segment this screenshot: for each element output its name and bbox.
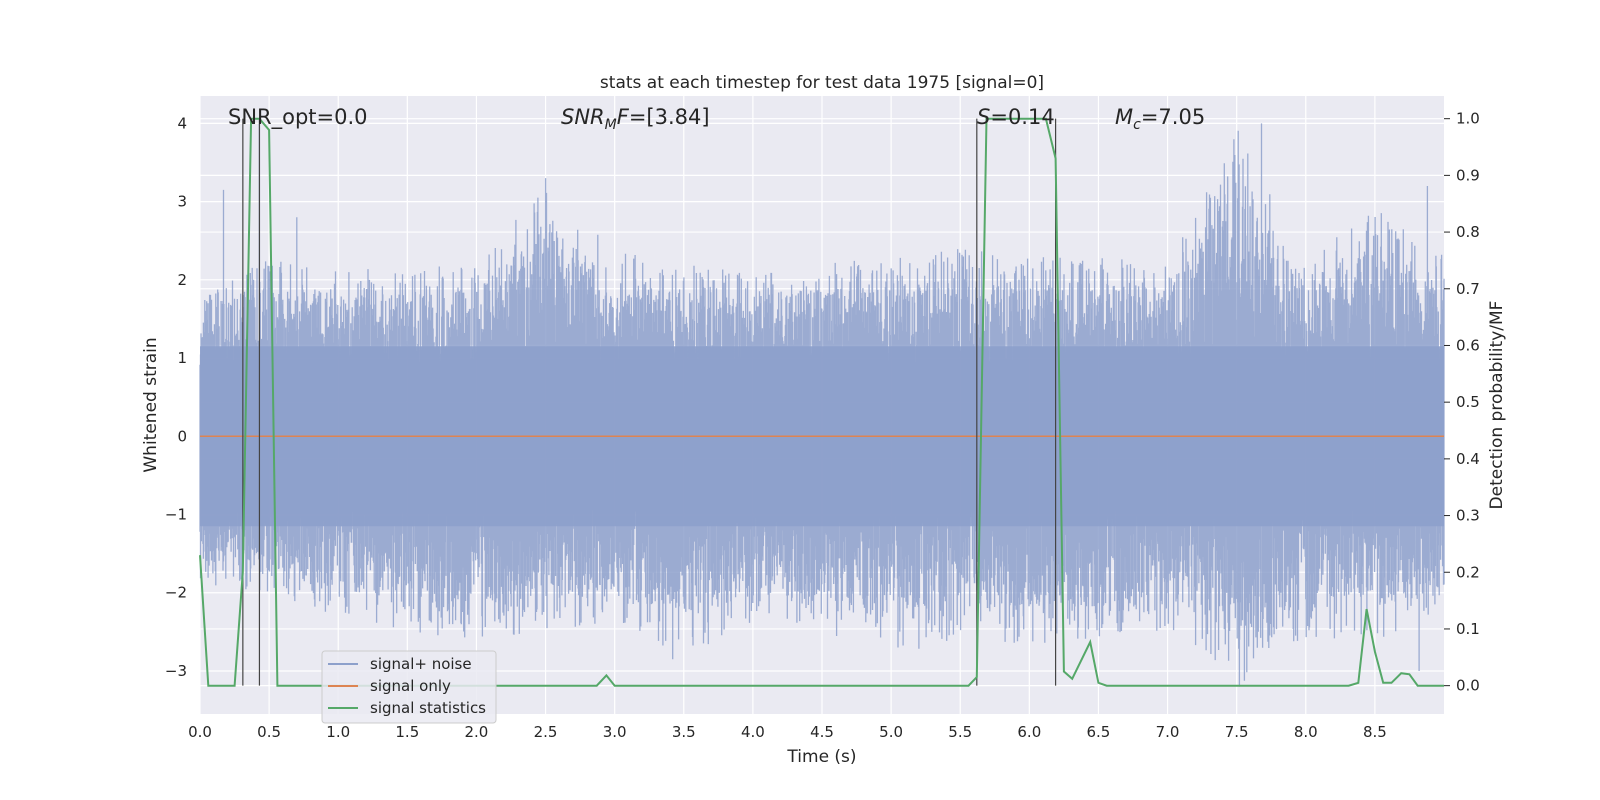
x-axis-label: Time (s) bbox=[786, 747, 856, 767]
annotation-snr-mf: SNRMF=[3.84] bbox=[561, 105, 710, 133]
annotation-mc-sub: c bbox=[1133, 117, 1141, 133]
annotation-snr-mf-var2: F bbox=[617, 105, 630, 129]
x-tick-label-17: 8.5 bbox=[1363, 723, 1387, 741]
y2-tick-label-3: 0.7 bbox=[1456, 280, 1480, 298]
legend-label-signal-statistics: signal statistics bbox=[370, 699, 486, 717]
y-tick-label-6: −2 bbox=[165, 584, 187, 602]
x-tick-label-6: 3.0 bbox=[603, 723, 627, 741]
annotation-snr-mf-sub: M bbox=[605, 117, 617, 133]
legend-box bbox=[321, 650, 497, 724]
x-tick-label-2: 1.0 bbox=[326, 723, 350, 741]
x-tick-label-14: 7.0 bbox=[1156, 723, 1180, 741]
x-tick-label-7: 3.5 bbox=[672, 723, 696, 741]
y-tick-label-4: 0 bbox=[177, 427, 187, 445]
y-tick-label-3: 1 bbox=[177, 349, 187, 367]
annotation-mc-var: M bbox=[1115, 105, 1133, 129]
legend-label-signal-noise: signal+ noise bbox=[370, 655, 472, 673]
x-tick-label-9: 4.5 bbox=[810, 723, 834, 741]
x-tick-label-13: 6.5 bbox=[1087, 723, 1111, 741]
y-tick-label-0: 4 bbox=[177, 114, 187, 132]
noise-trace bbox=[199, 123, 1445, 687]
annotation-snr-opt: SNR_opt=0.0 bbox=[228, 105, 368, 130]
y2-tick-label-6: 0.4 bbox=[1456, 450, 1480, 468]
annotation-s-var: S bbox=[977, 105, 990, 129]
y2-tick-label-7: 0.3 bbox=[1456, 507, 1480, 525]
annotation-snr-mf-var: SNR bbox=[561, 105, 605, 129]
annotation-s: S=0.14 bbox=[977, 105, 1055, 129]
y-tick-label-5: −1 bbox=[165, 506, 187, 524]
x-tick-label-4: 2.0 bbox=[465, 723, 489, 741]
y-ticks-left: 4 3 2 1 0 −1 −2 −3 bbox=[165, 114, 187, 680]
y-tick-label-7: −3 bbox=[165, 662, 187, 680]
x-tick-label-11: 5.5 bbox=[948, 723, 972, 741]
x-ticks: 0.0 0.5 1.0 1.5 2.0 2.5 3.0 3.5 4.0 4.5 5.0 5.5 6.0 6… bbox=[188, 723, 1387, 741]
y2-tick-label-2: 0.8 bbox=[1456, 223, 1480, 241]
y2-tick-label-9: 0.1 bbox=[1456, 620, 1480, 638]
x-tick-label-0: 0.0 bbox=[188, 723, 212, 741]
y-tick-label-1: 3 bbox=[177, 193, 187, 211]
signal-statistics-series bbox=[199, 117, 1444, 687]
y2-tick-label-0: 1.0 bbox=[1456, 110, 1480, 128]
x-tick-label-1: 0.5 bbox=[257, 723, 281, 741]
y-axis-label: Whitened strain bbox=[141, 337, 161, 472]
y2-tick-label-1: 0.9 bbox=[1456, 166, 1480, 184]
vertical-lines bbox=[242, 118, 1057, 686]
y-ticks-right: 1.0 0.9 0.8 0.7 0.6 0.5 0.4 0.3 0.2 0.1 0.0 bbox=[1444, 110, 1480, 695]
annotation-s-value: =0.14 bbox=[990, 105, 1054, 129]
chart-title: stats at each timestep for test data 197… bbox=[600, 73, 1044, 93]
legend-label-signal-only: signal only bbox=[370, 677, 451, 695]
x-tick-label-15: 7.5 bbox=[1225, 723, 1249, 741]
y2-tick-label-5: 0.5 bbox=[1456, 393, 1480, 411]
annotation-mc: Mc=7.05 bbox=[1115, 105, 1205, 133]
x-tick-label-8: 4.0 bbox=[741, 723, 765, 741]
y2-tick-label-10: 0.0 bbox=[1456, 677, 1480, 695]
legend: signal+ noise signal only signal statist… bbox=[321, 650, 497, 724]
y2-tick-label-8: 0.2 bbox=[1456, 563, 1480, 581]
annotation-mc-value: =7.05 bbox=[1141, 105, 1205, 129]
annotation-snr-mf-value: =[3.84] bbox=[629, 105, 710, 129]
x-tick-label-3: 1.5 bbox=[395, 723, 419, 741]
y2-tick-label-4: 0.6 bbox=[1456, 336, 1480, 354]
x-tick-label-12: 6.0 bbox=[1017, 723, 1041, 741]
x-tick-label-5: 2.5 bbox=[534, 723, 558, 741]
y-tick-label-2: 2 bbox=[177, 271, 187, 289]
x-tick-label-16: 8.0 bbox=[1294, 723, 1318, 741]
x-tick-label-10: 5.0 bbox=[879, 723, 903, 741]
y2-axis-label: Detection probability/MF bbox=[1487, 301, 1507, 510]
